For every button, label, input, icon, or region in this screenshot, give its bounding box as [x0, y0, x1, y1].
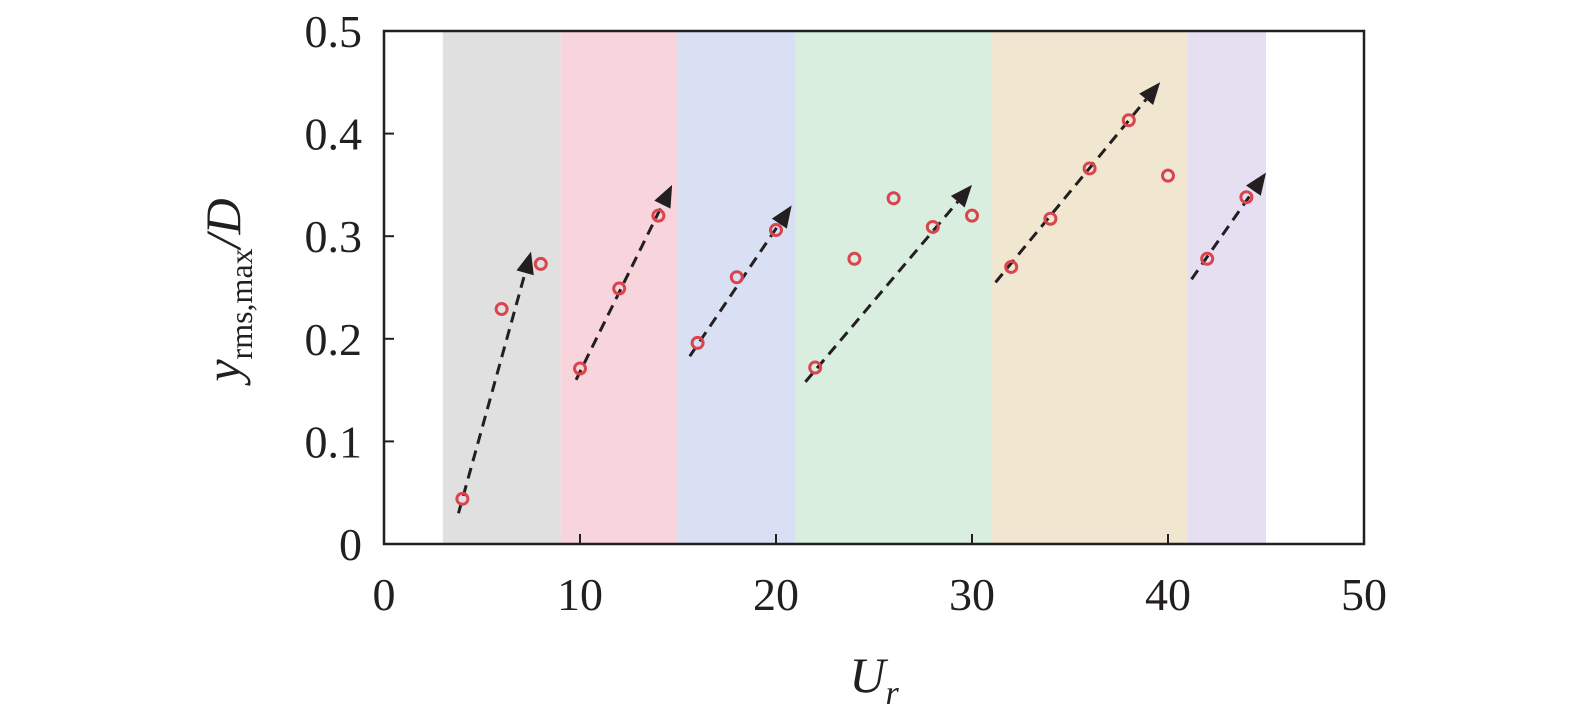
data-point	[533, 256, 548, 271]
trend-arrow-head	[950, 184, 972, 208]
data-point	[965, 208, 979, 223]
y-tick-label: 0.4	[305, 109, 363, 160]
y-tick-label: 0.5	[305, 6, 363, 57]
data-point	[1161, 168, 1175, 183]
data-point	[612, 281, 627, 296]
trend-arrow-head	[516, 251, 534, 276]
trend-arrow-head	[1246, 172, 1266, 196]
x-tick-label: 0	[373, 569, 396, 620]
data-point	[769, 223, 783, 238]
data-point	[494, 302, 509, 317]
shaded-region-5	[991, 31, 1188, 544]
x-tick-label: 20	[753, 569, 799, 620]
x-axis-title-main: U	[849, 647, 888, 703]
trend-arrow-6	[1190, 172, 1266, 281]
y-axis-title: yrms,max/D	[195, 198, 259, 386]
data-point	[1239, 190, 1254, 205]
shaded-regions	[442, 31, 1266, 544]
data-point	[729, 270, 744, 285]
data-point	[1200, 251, 1215, 266]
trend-arrow-1	[457, 251, 534, 514]
trend-arrow-4	[804, 184, 972, 383]
x-tick-label: 50	[1341, 569, 1387, 620]
trend-arrow-head	[1139, 82, 1161, 106]
shaded-region-1	[442, 31, 561, 544]
y-axis: 0 0.1 0.2 0.3 0.4 0.5	[305, 6, 394, 570]
x-axis-title: Ur	[849, 647, 899, 712]
data-point	[925, 219, 940, 234]
x-axis: 0 10 20 30 40 50	[373, 534, 1387, 620]
data-point	[690, 335, 705, 350]
data-point	[847, 251, 862, 266]
data-point	[573, 361, 587, 376]
x-tick-label: 30	[949, 569, 995, 620]
trend-arrow-line	[688, 222, 781, 358]
data-point	[1043, 211, 1058, 226]
trend-arrow-line	[804, 200, 959, 383]
y-tick-label: 0.1	[305, 416, 363, 467]
data-point	[1004, 259, 1019, 274]
shaded-region-2	[560, 31, 678, 544]
y-axis-title-main: y	[195, 359, 251, 387]
trend-arrow-5	[994, 82, 1161, 284]
data-point	[808, 360, 823, 375]
trend-arrow-line	[574, 203, 664, 381]
trend-arrow-2	[574, 184, 673, 381]
svg-text:yrms,max/D: yrms,max/D	[195, 198, 259, 386]
trend-arrow-line	[1190, 189, 1255, 281]
y-tick-label: 0.3	[305, 211, 363, 262]
shaded-region-4	[795, 31, 992, 544]
shaded-region-6	[1187, 31, 1266, 544]
trend-arrows	[457, 82, 1266, 514]
y-tick-label: 0	[339, 519, 362, 570]
x-tick-label: 10	[557, 569, 603, 620]
trend-arrow-head	[654, 184, 673, 209]
data-point	[886, 191, 901, 206]
data-point	[455, 491, 470, 506]
data-point	[1082, 161, 1097, 176]
trend-arrow-head	[771, 205, 792, 229]
plot-frame	[382, 29, 1366, 546]
trend-arrow-3	[688, 205, 792, 358]
trend-arrow-line	[994, 98, 1148, 284]
x-tick-label: 40	[1145, 569, 1191, 620]
y-tick-label: 0.2	[305, 314, 363, 365]
x-axis-title-sub: r	[885, 675, 899, 712]
data-point	[1121, 113, 1136, 128]
trend-arrow-line	[457, 272, 527, 514]
shaded-region-3	[678, 31, 796, 544]
y-axis-title-sub: rms,max	[223, 248, 259, 359]
data-points	[455, 113, 1254, 506]
y-axis-title-suffix: /D	[195, 198, 251, 251]
data-point	[651, 208, 666, 223]
